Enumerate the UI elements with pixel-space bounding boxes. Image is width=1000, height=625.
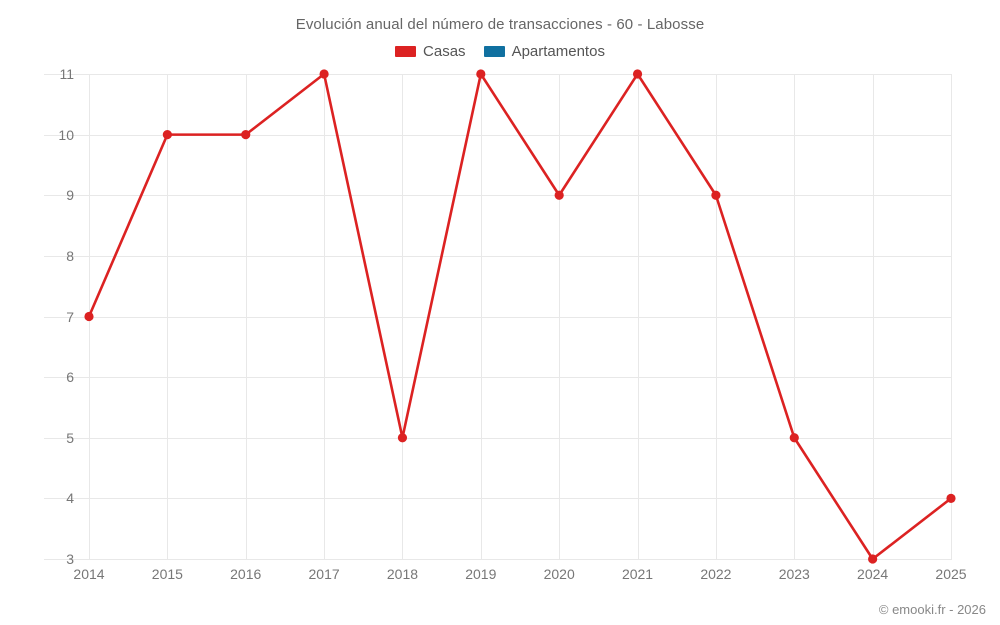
x-axis-tick-label: 2016 xyxy=(230,566,262,582)
gridline-horizontal xyxy=(44,316,951,318)
gridline-horizontal xyxy=(44,437,951,439)
x-axis-tick-label: 2017 xyxy=(308,566,340,582)
gridline-horizontal xyxy=(44,498,951,500)
gridline-horizontal xyxy=(44,134,951,136)
y-axis-tick-label: 9 xyxy=(66,187,74,204)
gridline-vertical xyxy=(872,74,874,560)
x-axis-tick-label: 2025 xyxy=(935,566,967,582)
gridline-vertical xyxy=(794,74,796,560)
x-axis: 2014 2015 2016 2017 2018 2019 2020 2021 2022 2023… xyxy=(0,566,1000,590)
legend-item-apartamentos[interactable]: Apartamentos xyxy=(483,43,605,60)
copyright-credit: © emooki.fr - 2026 xyxy=(878,602,986,617)
gridline-horizontal xyxy=(44,74,951,75)
x-axis-tick-label: 2018 xyxy=(386,566,419,582)
legend-swatch-icon xyxy=(483,46,505,57)
x-axis-tick-label: 2022 xyxy=(700,566,732,582)
x-axis-tick-label: 2021 xyxy=(621,566,654,582)
x-axis-tick-label: 2019 xyxy=(465,566,497,582)
gridline-vertical xyxy=(637,74,639,560)
x-axis-tick-label: 2024 xyxy=(857,566,889,582)
gridline-horizontal xyxy=(44,195,951,197)
y-axis-tick-label: 3 xyxy=(66,551,74,567)
y-axis-tick-label: 7 xyxy=(66,308,74,325)
legend-item-casas[interactable]: Casas xyxy=(395,44,466,59)
plot-area xyxy=(44,74,952,560)
y-axis-tick-label: 8 xyxy=(66,247,74,264)
gridline-horizontal xyxy=(44,255,951,257)
chart-legend: Casas Apartamentos xyxy=(0,44,1000,59)
gridline-vertical xyxy=(324,74,326,560)
x-axis-tick-label: 2020 xyxy=(543,566,575,582)
x-axis-tick-label: 2023 xyxy=(778,566,810,582)
y-axis-tick-label: 10 xyxy=(58,126,74,143)
gridline-horizontal xyxy=(44,377,951,379)
chart-title: Evolución anual del número de transaccio… xyxy=(295,16,705,33)
gridline-horizontal xyxy=(44,559,951,560)
y-axis-tick-label: 5 xyxy=(66,429,74,446)
y-axis-tick-label: 4 xyxy=(66,490,74,507)
legend-swatch-icon xyxy=(395,46,417,57)
gridline-vertical xyxy=(402,74,404,560)
gridline-vertical xyxy=(89,74,90,560)
legend-label: Apartamentos xyxy=(511,43,605,60)
gridline-vertical xyxy=(951,74,952,560)
gridline-vertical xyxy=(245,74,247,560)
y-axis-tick-label: 11 xyxy=(59,66,74,82)
gridline-vertical xyxy=(480,74,482,560)
x-axis-tick-label: 2014 xyxy=(73,566,105,582)
gridline-vertical xyxy=(559,74,561,560)
legend-label: Casas xyxy=(423,43,466,60)
gridline-vertical xyxy=(715,74,717,560)
y-axis-tick-label: 6 xyxy=(66,369,74,386)
y-axis: 3 4 5 6 7 8 9 10 11 xyxy=(0,66,74,567)
gridline-vertical xyxy=(167,74,169,560)
x-axis-tick-label: 2015 xyxy=(151,566,183,582)
